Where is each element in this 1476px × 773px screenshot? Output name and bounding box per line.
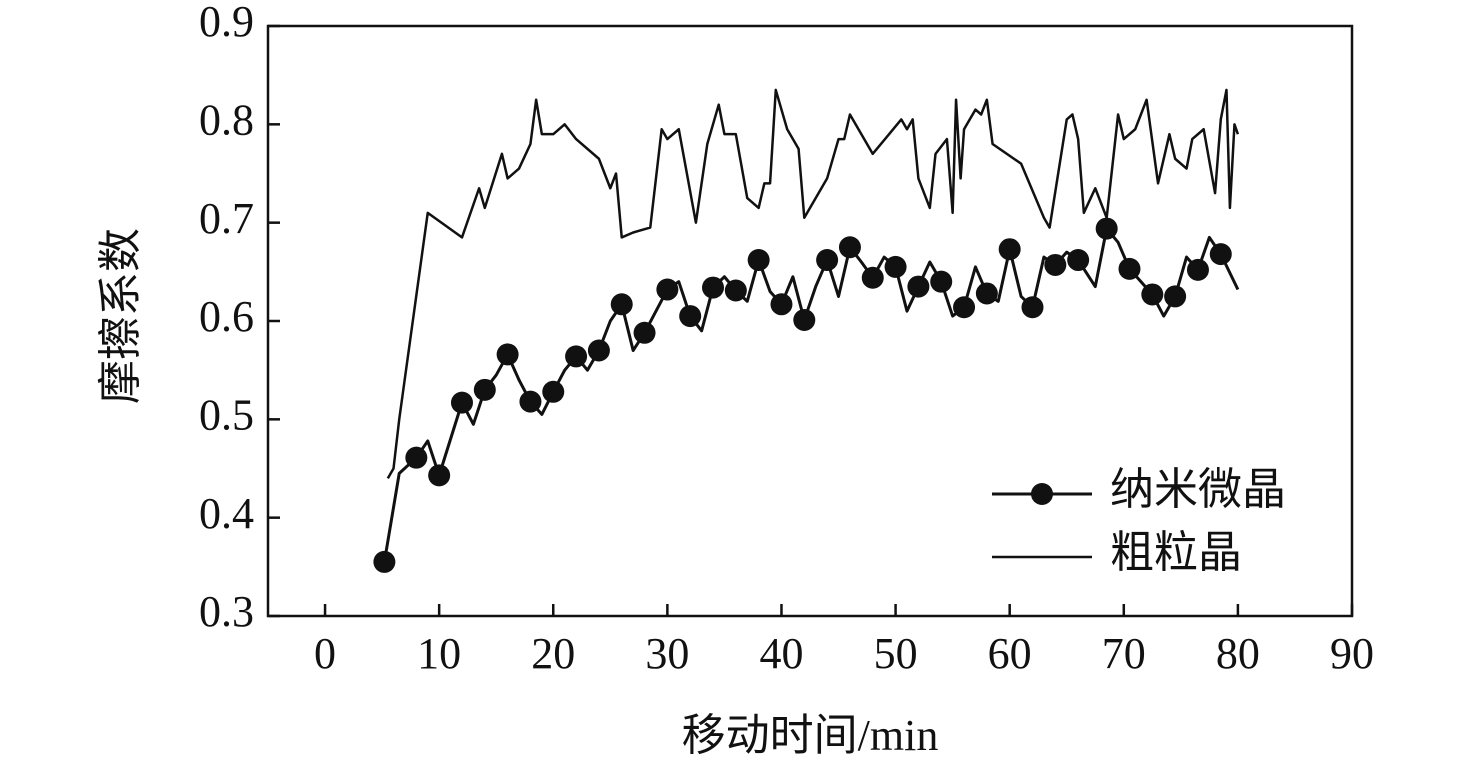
- x-tick-label: 40: [759, 629, 803, 678]
- marker: [405, 446, 428, 469]
- marker: [450, 391, 473, 414]
- marker: [473, 378, 496, 401]
- marker: [565, 345, 588, 368]
- x-tick-label: 50: [874, 629, 918, 678]
- marker: [884, 255, 907, 278]
- x-tick-label: 10: [417, 629, 461, 678]
- marker: [1164, 285, 1187, 308]
- x-tick-label: 20: [531, 629, 575, 678]
- x-tick-label: 80: [1216, 629, 1260, 678]
- x-tick-label: 70: [1102, 629, 1146, 678]
- marker: [724, 279, 747, 302]
- series-line: [386, 88, 1240, 479]
- marker: [542, 380, 565, 403]
- marker: [747, 249, 770, 272]
- y-tick-label: 0.8: [199, 95, 254, 144]
- marker: [610, 293, 633, 316]
- marker: [793, 309, 816, 332]
- marker: [702, 276, 725, 299]
- marker: [373, 550, 396, 573]
- marker: [1141, 283, 1164, 306]
- y-tick-label: 0.6: [199, 292, 254, 341]
- marker: [656, 278, 679, 301]
- y-axis-label: 摩擦系数: [96, 228, 145, 404]
- marker: [953, 296, 976, 319]
- marker: [1118, 257, 1141, 280]
- marker: [428, 464, 451, 487]
- legend-label: 粗粒晶: [1110, 528, 1242, 577]
- marker: [1095, 217, 1118, 240]
- y-tick-label: 0.7: [199, 194, 254, 243]
- marker: [1209, 243, 1232, 266]
- marker: [998, 238, 1021, 261]
- marker: [975, 282, 998, 305]
- marker: [816, 249, 839, 272]
- marker: [770, 293, 793, 316]
- x-tick-label: 60: [988, 629, 1032, 678]
- marker: [1186, 258, 1209, 281]
- legend-label: 纳米微晶: [1110, 465, 1286, 514]
- x-tick-label: 30: [645, 629, 689, 678]
- y-tick-label: 0.4: [199, 489, 254, 538]
- y-tick-label: 0.9: [199, 0, 254, 46]
- marker: [930, 270, 953, 293]
- marker: [907, 275, 930, 298]
- x-tick-label: 0: [314, 629, 336, 678]
- marker: [1021, 296, 1044, 319]
- legend-marker: [1031, 483, 1053, 505]
- x-axis-label: 移动时间/min: [682, 711, 939, 760]
- marker: [519, 390, 542, 413]
- marker: [1044, 253, 1067, 276]
- marker: [496, 343, 519, 366]
- marker: [838, 236, 861, 259]
- marker: [861, 266, 884, 289]
- y-tick-label: 0.5: [199, 390, 254, 439]
- marker: [633, 321, 656, 344]
- marker: [587, 339, 610, 362]
- x-tick-label: 90: [1330, 629, 1374, 678]
- y-tick-label: 0.3: [199, 587, 254, 636]
- marker: [1067, 249, 1090, 272]
- marker: [679, 305, 702, 328]
